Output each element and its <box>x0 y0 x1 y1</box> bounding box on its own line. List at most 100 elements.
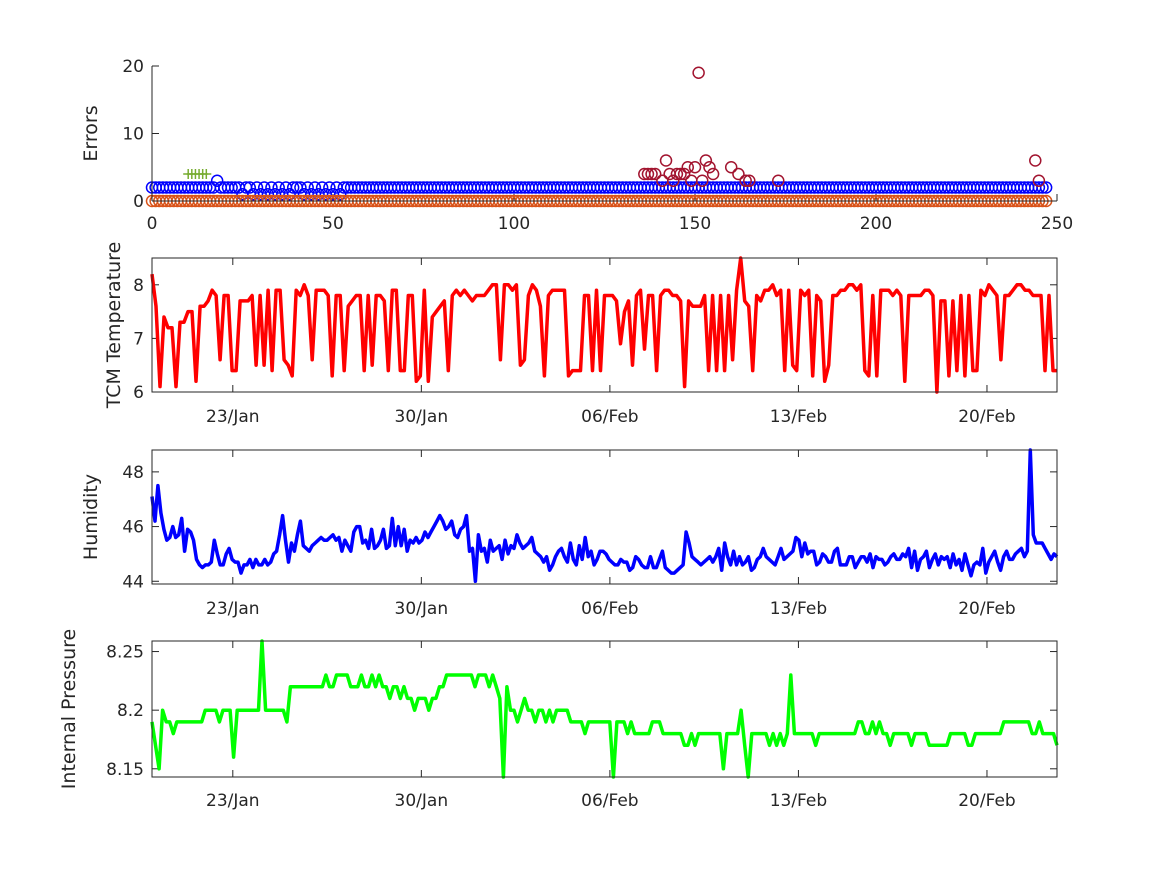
data-point <box>257 181 271 194</box>
data-point <box>305 188 318 201</box>
data-point <box>670 167 684 181</box>
data-point <box>333 188 347 201</box>
data-point <box>677 167 691 181</box>
data-point <box>315 181 329 194</box>
data-point <box>200 181 213 194</box>
y-tick-label: 20 <box>122 57 144 77</box>
x-tick-label: 20/Feb <box>958 791 1015 811</box>
y-tick-label: 44 <box>122 572 144 592</box>
x-tick-label: 06/Feb <box>581 407 638 427</box>
plot-area <box>152 641 1057 777</box>
panel-3: Humidity 44 46 48 23/Jan 30/Jan 06/Feb 13/Feb 20… <box>80 448 1059 619</box>
x-tick-label: 0 <box>147 214 158 234</box>
series-1 <box>638 66 1046 187</box>
x-tick-label: 150 <box>679 214 711 234</box>
series-line <box>150 639 1059 779</box>
data-point-plus <box>201 169 212 179</box>
axes-box <box>151 449 1058 585</box>
data-point <box>1036 181 1049 194</box>
x-tick-label: 23/Jan <box>206 407 260 427</box>
data-point <box>724 161 738 174</box>
data-point <box>210 174 224 187</box>
data-point <box>1032 181 1046 194</box>
y-tick-label: 6 <box>133 383 144 403</box>
y-tick-label: 8.25 <box>106 643 144 663</box>
panel-2: TCM Temperature 6 7 8 23/Jan 30/Jan 06/Feb 13/F… <box>103 242 1058 427</box>
panel-4: Internal Pressure 8.15 8.2 8.25 23/Jan 30/Jan… <box>58 629 1059 811</box>
data-point <box>254 188 267 201</box>
plot-area <box>152 66 1057 201</box>
x-tick-label: 23/Jan <box>206 791 260 811</box>
data-point <box>739 174 752 187</box>
x-tick-label: 250 <box>1041 214 1073 234</box>
x-tick-label: 100 <box>498 214 530 234</box>
data-point <box>703 161 716 174</box>
x-tick-label: 30/Jan <box>395 599 449 619</box>
data-point <box>297 188 311 201</box>
data-point <box>1039 181 1053 194</box>
y-tick-label: 46 <box>122 518 144 538</box>
data-point <box>659 154 673 167</box>
data-point <box>667 174 680 187</box>
series-0 <box>145 174 1053 201</box>
data-point <box>247 188 260 201</box>
data-point <box>301 181 314 194</box>
y-axis-label: TCM Temperature <box>103 242 125 410</box>
x-tick-label: 13/Feb <box>770 407 827 427</box>
x-tick-label: 30/Jan <box>395 791 449 811</box>
x-tick-label: 50 <box>322 214 344 234</box>
data-point <box>308 181 322 194</box>
data-point <box>692 66 705 79</box>
data-point <box>243 181 256 194</box>
data-point <box>772 174 785 187</box>
data-point <box>674 167 687 181</box>
data-point <box>743 174 756 187</box>
y-tick-label: 8.15 <box>106 760 144 780</box>
series-3 <box>183 169 212 179</box>
data-point <box>272 181 285 194</box>
data-point <box>641 167 655 181</box>
axes-box <box>151 257 1058 393</box>
data-point <box>706 167 720 181</box>
y-axis-label: Errors <box>80 105 102 161</box>
y-tick-label: 8.2 <box>117 701 144 721</box>
data-point <box>323 181 336 194</box>
data-point <box>276 188 289 201</box>
data-point <box>268 188 282 201</box>
data-point <box>261 188 275 201</box>
axes-box <box>151 640 1058 778</box>
x-tick-label: 23/Jan <box>206 599 260 619</box>
data-point <box>250 181 264 194</box>
x-tick-label: 200 <box>860 214 892 234</box>
x-tick-label: 20/Feb <box>958 599 1015 619</box>
y-tick-label: 7 <box>133 329 144 349</box>
y-tick-label: 0 <box>133 192 144 212</box>
data-point <box>319 188 333 201</box>
x-tick-label: 06/Feb <box>581 791 638 811</box>
data-point <box>1029 154 1042 167</box>
data-point <box>286 181 300 194</box>
series-line <box>150 448 1059 584</box>
data-point <box>1032 174 1046 187</box>
data-point <box>688 161 702 174</box>
data-point <box>645 167 658 181</box>
y-tick-label: 8 <box>133 276 144 296</box>
x-tick-label: 13/Feb <box>770 599 827 619</box>
y-axis-label: Humidity <box>80 474 102 560</box>
data-point <box>265 181 278 194</box>
series-line <box>150 256 1057 394</box>
x-tick-label: 20/Feb <box>958 407 1015 427</box>
data-point <box>312 188 325 201</box>
x-tick-label: 30/Jan <box>395 407 449 427</box>
data-point <box>732 167 745 181</box>
data-point <box>225 181 238 194</box>
data-point <box>283 188 296 201</box>
data-point <box>695 174 709 187</box>
x-tick-label: 13/Feb <box>770 791 827 811</box>
data-point <box>681 161 695 174</box>
data-point <box>699 154 713 167</box>
x-tick-label: 06/Feb <box>581 599 638 619</box>
y-tick-label: 48 <box>122 463 144 483</box>
